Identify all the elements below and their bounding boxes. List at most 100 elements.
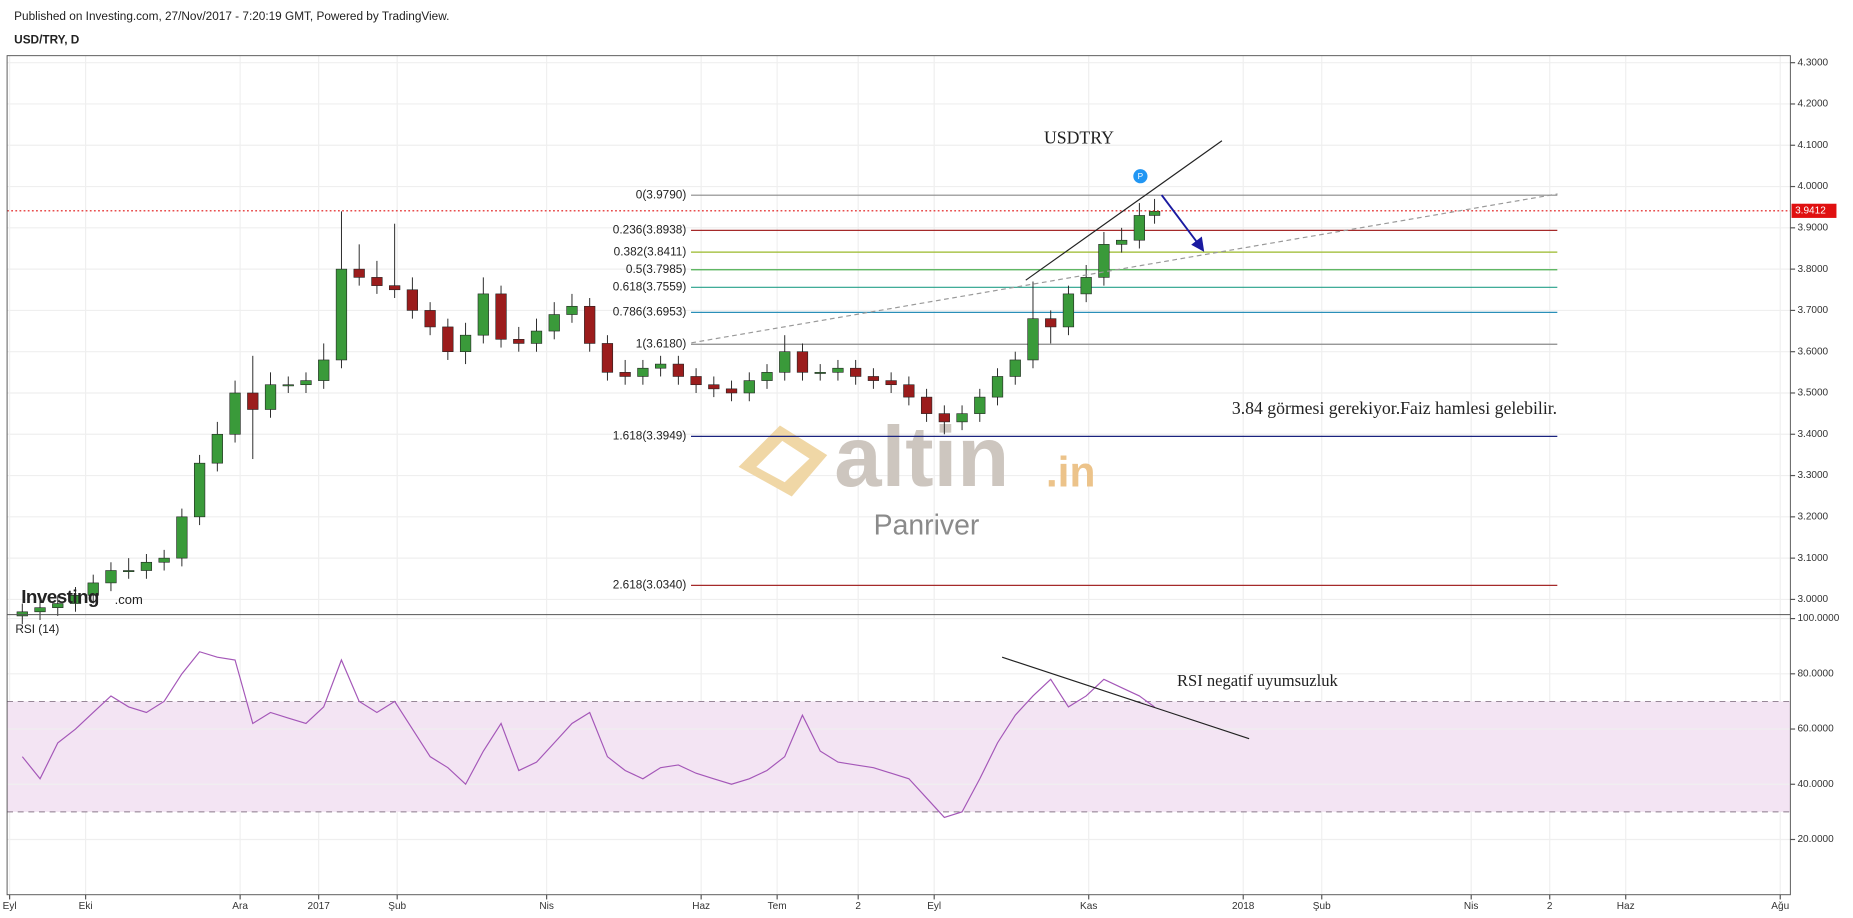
candle-body xyxy=(176,516,188,559)
annotation: USDTRY xyxy=(1044,128,1114,148)
y-tick-label: 3.8000 xyxy=(1797,264,1828,275)
y-tick-label: 40.0000 xyxy=(1797,779,1834,790)
candle-body xyxy=(1009,359,1021,377)
fib-label: 1(3.6180) xyxy=(636,336,687,350)
y-tick-label: 100.0000 xyxy=(1797,613,1839,624)
candle-body xyxy=(495,293,507,340)
x-tick-label: 2018 xyxy=(1232,901,1255,912)
candle-body xyxy=(974,396,986,414)
watermark-logo xyxy=(756,440,810,483)
candle-body xyxy=(87,582,99,596)
x-tick-label: Tem xyxy=(768,901,787,912)
candle-body xyxy=(690,376,702,386)
y-tick-label: 4.0000 xyxy=(1797,181,1828,192)
pane-title: RSI (14) xyxy=(15,622,59,636)
source-logo-suffix: .com xyxy=(115,592,143,607)
grid xyxy=(7,55,1791,895)
x-tick-label: Şub xyxy=(1313,901,1331,912)
watermark: altin .in Panriver xyxy=(738,410,1096,542)
fib-label: 0.382(3.8411) xyxy=(614,244,687,258)
watermark-suffix: .in xyxy=(1046,448,1096,496)
subtitle: Published on Investing.com, 27/Nov/2017 … xyxy=(14,9,449,23)
candle-body xyxy=(1062,293,1075,328)
watermark-user: Panriver xyxy=(874,510,980,542)
candle-body xyxy=(619,372,631,377)
x-tick-label: Şub xyxy=(388,901,406,912)
candle-body xyxy=(52,603,64,608)
y-tick-label: 3.9000 xyxy=(1797,222,1828,233)
trend-line xyxy=(1001,656,1250,740)
candle-body xyxy=(956,413,968,423)
candle-body xyxy=(353,268,365,278)
y-tick-label: 20.0000 xyxy=(1797,834,1834,845)
candle-body xyxy=(69,594,82,604)
trend-line xyxy=(691,193,1558,344)
x-tick-label: Ara xyxy=(232,901,248,912)
candle-body xyxy=(1098,244,1110,278)
last-price-label: 3.9412 xyxy=(1795,205,1826,216)
candle-body xyxy=(123,570,135,572)
fib-label: 0.618(3.7559) xyxy=(613,279,687,293)
candle-body xyxy=(991,376,1004,398)
candle-body xyxy=(371,277,383,286)
candle-body xyxy=(1148,211,1161,216)
y-tick-label: 60.0000 xyxy=(1797,724,1834,735)
x-tick-label: 2 xyxy=(1547,901,1553,912)
x-tick-label: Haz xyxy=(692,901,710,912)
y-tick-label: 3.2000 xyxy=(1797,512,1828,523)
x-tick-label: Nis xyxy=(539,901,554,912)
candle-body xyxy=(442,326,454,352)
y-tick-label: 3.0000 xyxy=(1797,594,1828,605)
x-tick-label: Kas xyxy=(1080,901,1097,912)
candle-body xyxy=(459,334,472,352)
candle-body xyxy=(584,305,596,344)
candle-body xyxy=(637,367,649,377)
chart-title: USD/TRY, D xyxy=(14,32,80,46)
candle-body xyxy=(779,351,791,373)
candle-body xyxy=(708,384,720,390)
candle-body xyxy=(158,557,170,563)
candle-body xyxy=(1133,215,1145,241)
marker xyxy=(1133,169,1148,184)
y-tick-label: 4.2000 xyxy=(1797,99,1828,110)
x-tick-label: Eyl xyxy=(3,901,17,912)
y-tick-label: 4.3000 xyxy=(1797,57,1828,68)
y-tick-label: 3.4000 xyxy=(1797,429,1828,440)
candle-body xyxy=(796,351,809,373)
candle-body xyxy=(850,367,862,377)
candle-body xyxy=(743,380,755,394)
candle-body xyxy=(406,289,418,311)
rsi-band xyxy=(7,701,1791,812)
candle-body xyxy=(601,343,614,373)
candle-body xyxy=(832,367,844,373)
candle-body xyxy=(318,359,330,381)
arrow-head xyxy=(1191,236,1205,252)
x-tick-label: Eyl xyxy=(927,901,941,912)
plot: 0(3.9790) 0.236(3.8938) 0.382(3.8411) 0.5(3… xyxy=(7,187,1791,819)
candle-body xyxy=(548,314,560,332)
y-tick-label: 3.6000 xyxy=(1797,346,1828,357)
y-tick-label: 4.1000 xyxy=(1797,140,1828,151)
fib-label: 0.786(3.6953) xyxy=(613,304,687,318)
candle-body xyxy=(34,607,46,613)
candle-body xyxy=(903,384,915,398)
fib-label: 2.618(3.0340) xyxy=(613,578,687,592)
candle-body xyxy=(672,363,684,377)
annotation: RSI negatif uyumsuzluk xyxy=(1177,671,1338,690)
fib-label: 0.5(3.7985) xyxy=(626,262,686,276)
arrow xyxy=(1160,194,1202,248)
candle-body xyxy=(725,388,738,394)
candle-body xyxy=(477,293,489,336)
y-tick-label: 80.0000 xyxy=(1797,668,1834,679)
x-tick-label: Nis xyxy=(1464,901,1478,912)
fib-label: 0.236(3.8938) xyxy=(613,223,687,237)
candle-body xyxy=(389,285,401,291)
candle-body xyxy=(16,611,28,617)
x-tick-label: 2017 xyxy=(307,901,330,912)
candle-body xyxy=(300,380,312,386)
candle-body xyxy=(1027,318,1039,361)
source-logo: Investing xyxy=(21,587,99,608)
candle-body xyxy=(247,392,259,410)
